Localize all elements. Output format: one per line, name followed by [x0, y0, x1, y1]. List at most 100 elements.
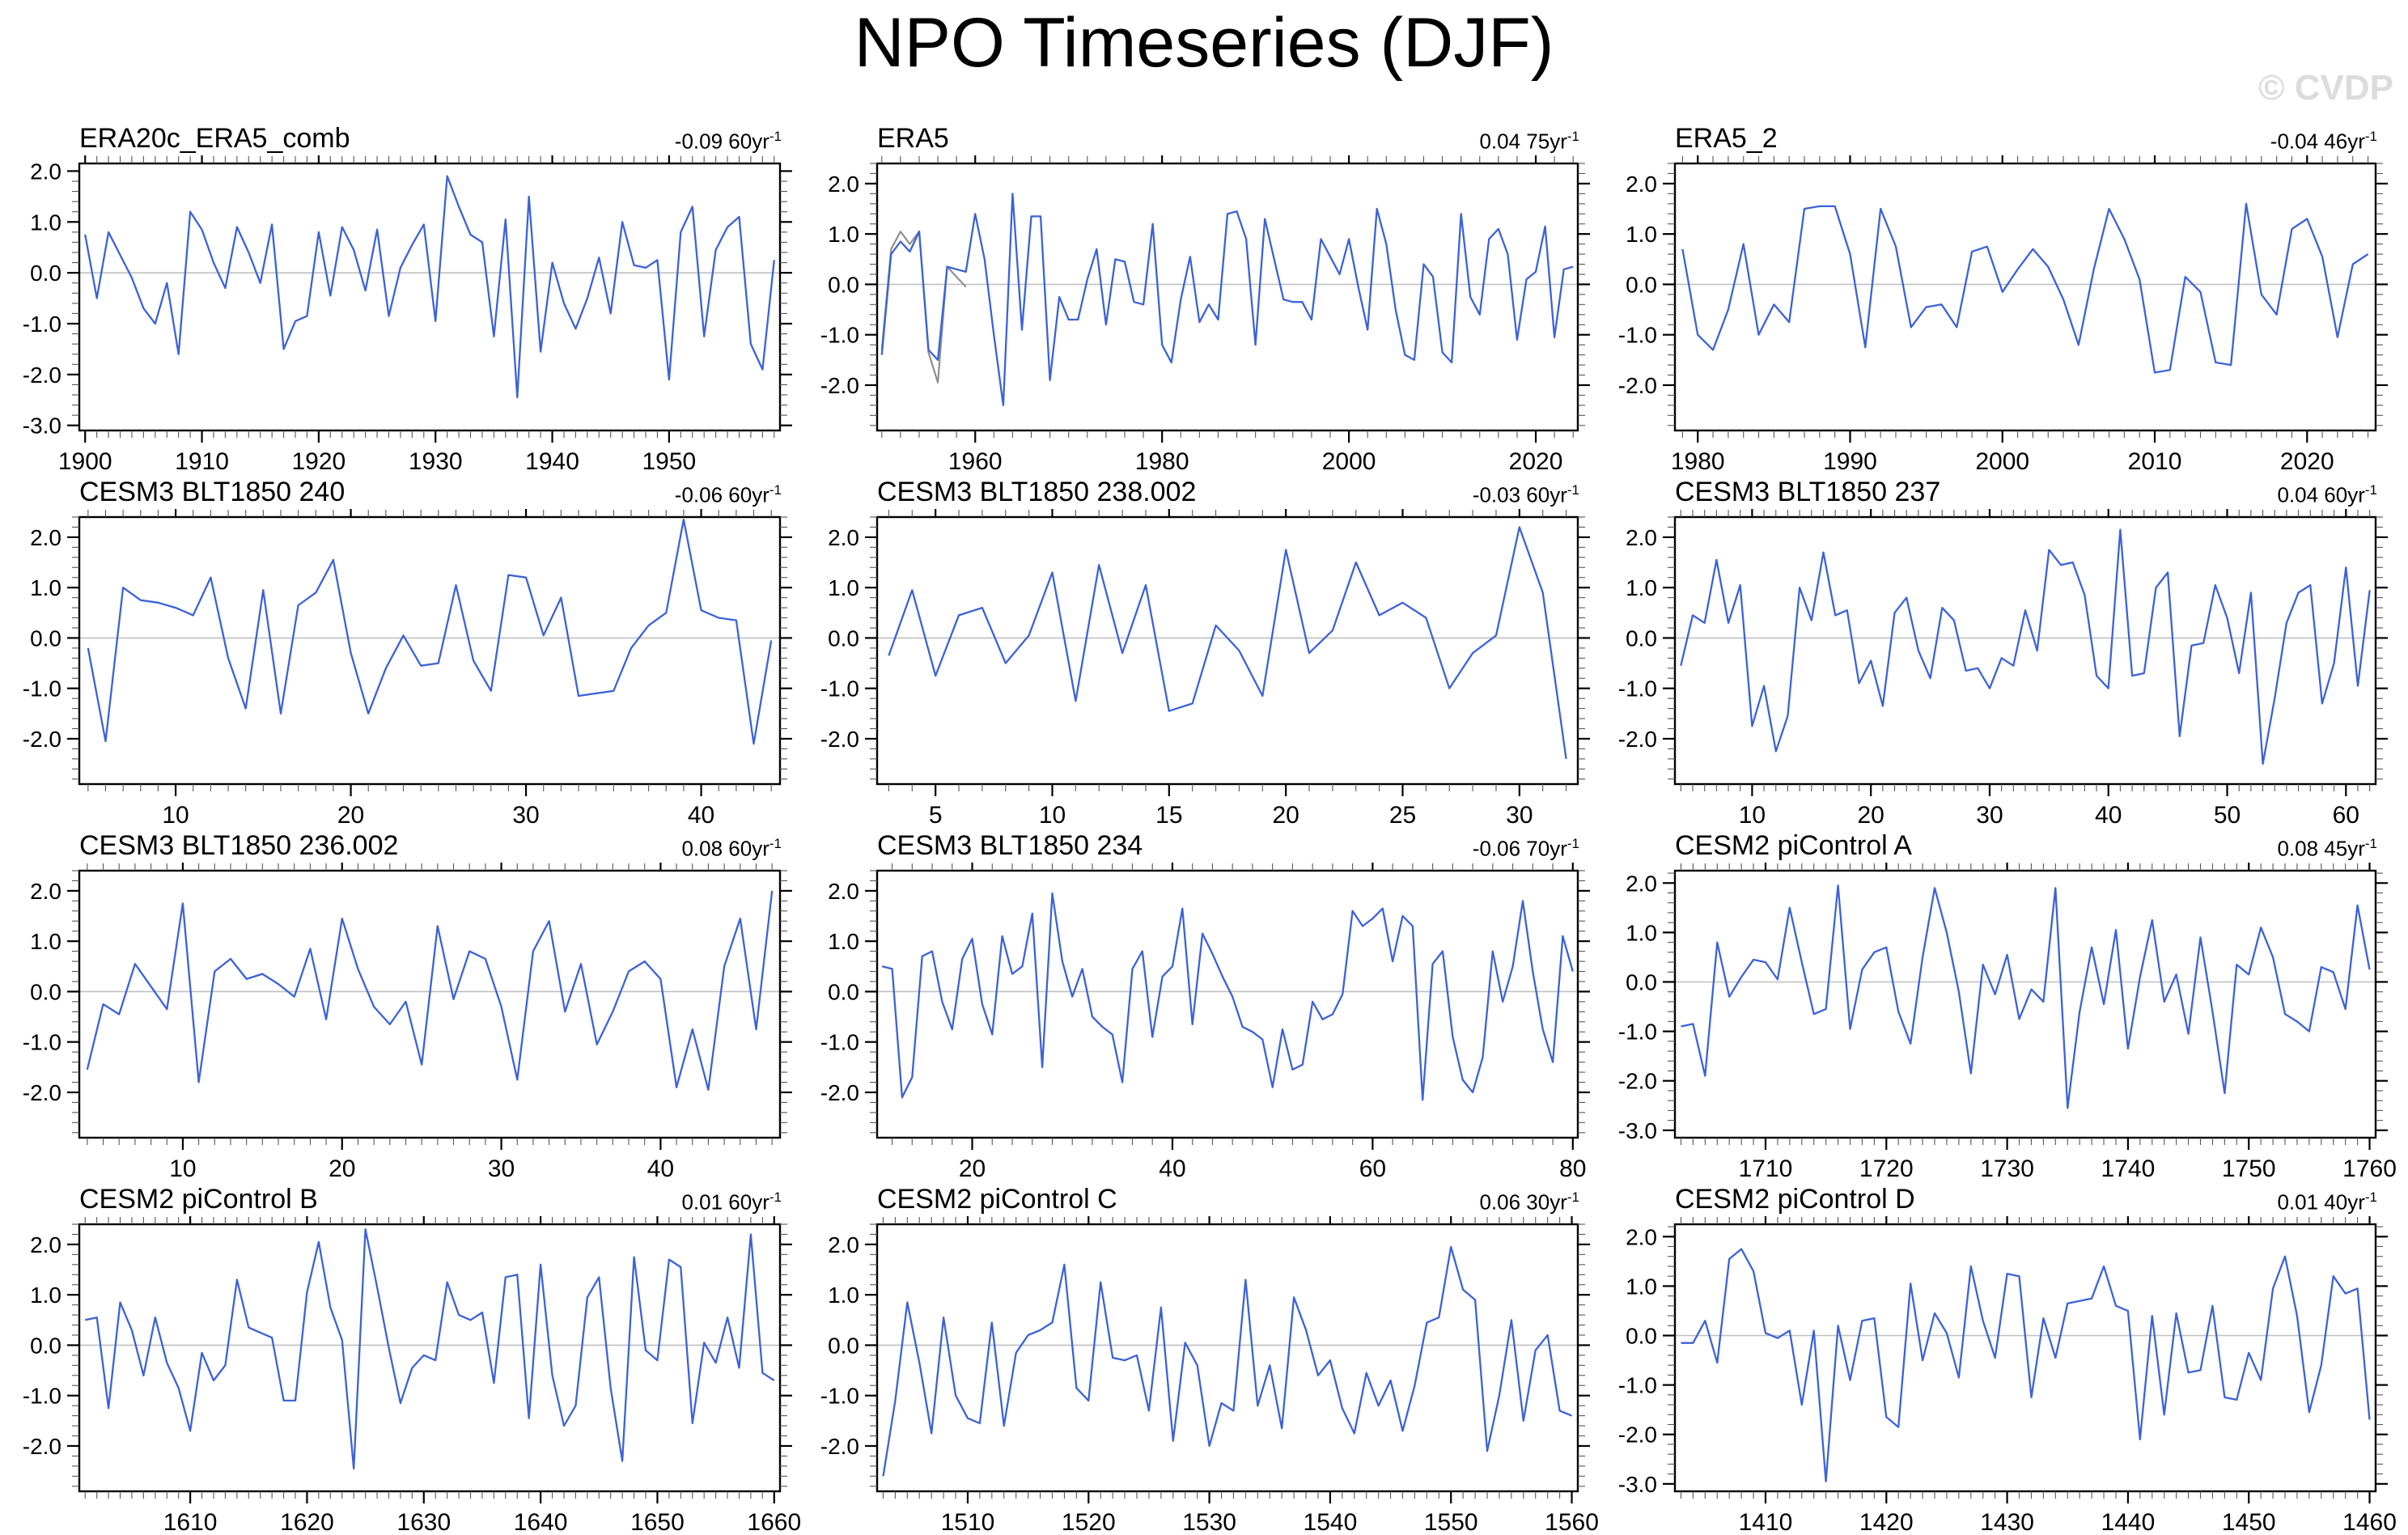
svg-text:-3.0: -3.0	[23, 413, 61, 439]
panel-title: CESM2 piControl D	[1675, 1184, 1915, 1215]
svg-text:0.0: 0.0	[30, 979, 61, 1004]
svg-text:-2.0: -2.0	[23, 727, 61, 752]
trend-label: -0.09 60yr-1	[675, 129, 782, 155]
svg-text:10: 10	[1039, 802, 1066, 825]
svg-text:25: 25	[1389, 802, 1416, 825]
svg-text:1.0: 1.0	[828, 929, 859, 954]
svg-text:1620: 1620	[280, 1509, 334, 1533]
panel-title: CESM3 BLT1850 237	[1675, 477, 1941, 507]
timeseries-plot: 2.0 1.0 0.0 -1.0 -2.0 -3.0 1410 1420 1430 1440 145…	[1618, 1216, 2397, 1533]
svg-text:1610: 1610	[163, 1509, 218, 1533]
trend-label: -0.06 60yr-1	[675, 482, 782, 508]
svg-text:1750: 1750	[2222, 1155, 2276, 1179]
panel-header: CESM2 piControl C 0.06 30yr-1	[877, 1184, 1579, 1215]
trend-exponent: -1	[1566, 836, 1579, 852]
svg-text:-1.0: -1.0	[820, 1030, 859, 1055]
timeseries-plot: 2.0 1.0 0.0 -1.0 -2.0 5 10 15 20 25 30	[820, 509, 1590, 825]
svg-text:-2.0: -2.0	[820, 727, 859, 752]
panel-header: CESM3 BLT1850 237 0.04 60yr-1	[1675, 477, 2377, 508]
svg-text:2.0: 2.0	[1626, 1224, 1657, 1249]
trend-value: -0.06	[1472, 837, 1521, 861]
svg-text:1560: 1560	[1545, 1509, 1599, 1533]
trend-value: 0.04	[2277, 483, 2319, 507]
panel-title: CESM2 piControl C	[877, 1184, 1117, 1215]
svg-text:1900: 1900	[58, 448, 112, 472]
page-title: NPO Timeseries (DJF)	[854, 4, 1554, 82]
trend-exponent: -1	[769, 836, 782, 852]
panel-header: CESM3 BLT1850 234 -0.06 70yr-1	[877, 830, 1579, 862]
trend-value: 0.08	[681, 837, 723, 861]
chart-panel-cesm3-blt1850-237: CESM3 BLT1850 237 0.04 60yr-1 2.0 1.0 0.0 -…	[1602, 472, 2400, 825]
svg-text:1450: 1450	[2222, 1509, 2276, 1533]
timeseries-plot: 2.0 1.0 0.0 -1.0 -2.0 10 20 30 40	[23, 509, 792, 825]
trend-label: -0.04 46yr-1	[2270, 129, 2377, 155]
svg-text:10: 10	[1739, 802, 1766, 825]
chart-panel-cesm3-blt1850-234: CESM3 BLT1850 234 -0.06 70yr-1 2.0 1.0 0.0…	[804, 825, 1602, 1179]
svg-text:-1.0: -1.0	[23, 312, 61, 337]
svg-text:-1.0: -1.0	[1618, 676, 1657, 702]
svg-text:2.0: 2.0	[1626, 172, 1657, 197]
trend-value: 0.06	[1479, 1190, 1521, 1215]
svg-text:1440: 1440	[2101, 1509, 2156, 1533]
svg-text:1430: 1430	[1980, 1509, 2034, 1533]
trend-unit: 40yr	[2324, 1190, 2365, 1215]
trend-unit: 45yr	[2324, 837, 2365, 861]
svg-text:-2.0: -2.0	[23, 1080, 61, 1105]
trend-exponent: -1	[2364, 129, 2377, 145]
timeseries-plot: 2.0 1.0 0.0 -1.0 -2.0 -3.0 1710 1720 1730 1740 175…	[1618, 863, 2397, 1179]
trend-label: 0.04 75yr-1	[1479, 129, 1579, 155]
svg-text:20: 20	[1272, 802, 1299, 825]
svg-text:1.0: 1.0	[1626, 1274, 1657, 1299]
trend-label: -0.06 70yr-1	[1473, 836, 1579, 862]
trend-exponent: -1	[1566, 482, 1579, 498]
trend-label: 0.08 45yr-1	[2277, 836, 2377, 862]
trend-exponent: -1	[769, 1189, 782, 1206]
timeseries-plot: 2.0 1.0 0.0 -1.0 -2.0 1510 1520 1530 1540 1550 156…	[820, 1216, 1599, 1533]
svg-text:1920: 1920	[292, 448, 346, 472]
trend-value: 0.01	[2277, 1190, 2319, 1215]
svg-text:1640: 1640	[514, 1509, 568, 1533]
svg-text:2.0: 2.0	[828, 879, 859, 904]
timeseries-plot: 2.0 1.0 0.0 -1.0 -2.0 20 40 60 80	[820, 863, 1590, 1179]
chart-panel-cesm2-picontrol-a: CESM2 piControl A 0.08 45yr-1 2.0 1.0 0.0 -…	[1602, 825, 2400, 1179]
svg-text:-2.0: -2.0	[820, 1080, 859, 1105]
trend-exponent: -1	[2364, 836, 2377, 852]
svg-text:1.0: 1.0	[30, 575, 61, 600]
svg-text:2010: 2010	[2128, 448, 2182, 472]
svg-text:30: 30	[488, 1155, 515, 1179]
svg-text:1.0: 1.0	[30, 1283, 61, 1308]
svg-text:2.0: 2.0	[828, 1232, 859, 1257]
svg-text:2.0: 2.0	[30, 159, 61, 184]
svg-text:40: 40	[2095, 802, 2122, 825]
svg-text:20: 20	[337, 802, 364, 825]
svg-text:2.0: 2.0	[30, 525, 61, 550]
trend-unit: 60yr	[2324, 483, 2365, 507]
svg-text:40: 40	[688, 802, 714, 825]
svg-text:40: 40	[1159, 1155, 1185, 1179]
svg-text:1420: 1420	[1859, 1509, 1914, 1533]
panel-title: ERA5_2	[1675, 123, 1778, 154]
svg-text:2.0: 2.0	[828, 172, 859, 197]
chart-panel-cesm2-picontrol-d: CESM2 piControl D 0.01 40yr-1 2.0 1.0 0.0 -…	[1602, 1179, 2400, 1533]
svg-text:0.0: 0.0	[828, 625, 859, 651]
trend-exponent: -1	[2364, 482, 2377, 498]
trend-unit: 70yr	[1526, 837, 1567, 861]
panel-title: CESM2 piControl B	[79, 1184, 318, 1215]
svg-text:2000: 2000	[1322, 448, 1376, 472]
svg-text:-1.0: -1.0	[820, 676, 859, 702]
svg-text:-1.0: -1.0	[820, 1384, 859, 1409]
svg-text:-1.0: -1.0	[1618, 1020, 1657, 1045]
trend-unit: 30yr	[1526, 1190, 1567, 1215]
svg-text:40: 40	[647, 1155, 674, 1179]
svg-text:0.0: 0.0	[1626, 1324, 1657, 1349]
svg-text:0.0: 0.0	[30, 625, 61, 651]
panel-header: CESM2 piControl D 0.01 40yr-1	[1675, 1184, 2377, 1215]
svg-text:1730: 1730	[1980, 1155, 2034, 1179]
svg-text:80: 80	[1559, 1155, 1586, 1179]
chart-grid: ERA20c_ERA5_comb -0.09 60yr-1 2.0 1.0 0.0-…	[6, 118, 2400, 1533]
panel-header: ERA5_2 -0.04 46yr-1	[1675, 123, 2377, 155]
svg-text:1650: 1650	[630, 1509, 685, 1533]
svg-text:-3.0: -3.0	[1618, 1472, 1657, 1497]
chart-panel-cesm3-blt1850-238-002: CESM3 BLT1850 238.002 -0.03 60yr-1 2.0 1.…	[804, 472, 1602, 825]
svg-text:-1.0: -1.0	[23, 1384, 61, 1409]
